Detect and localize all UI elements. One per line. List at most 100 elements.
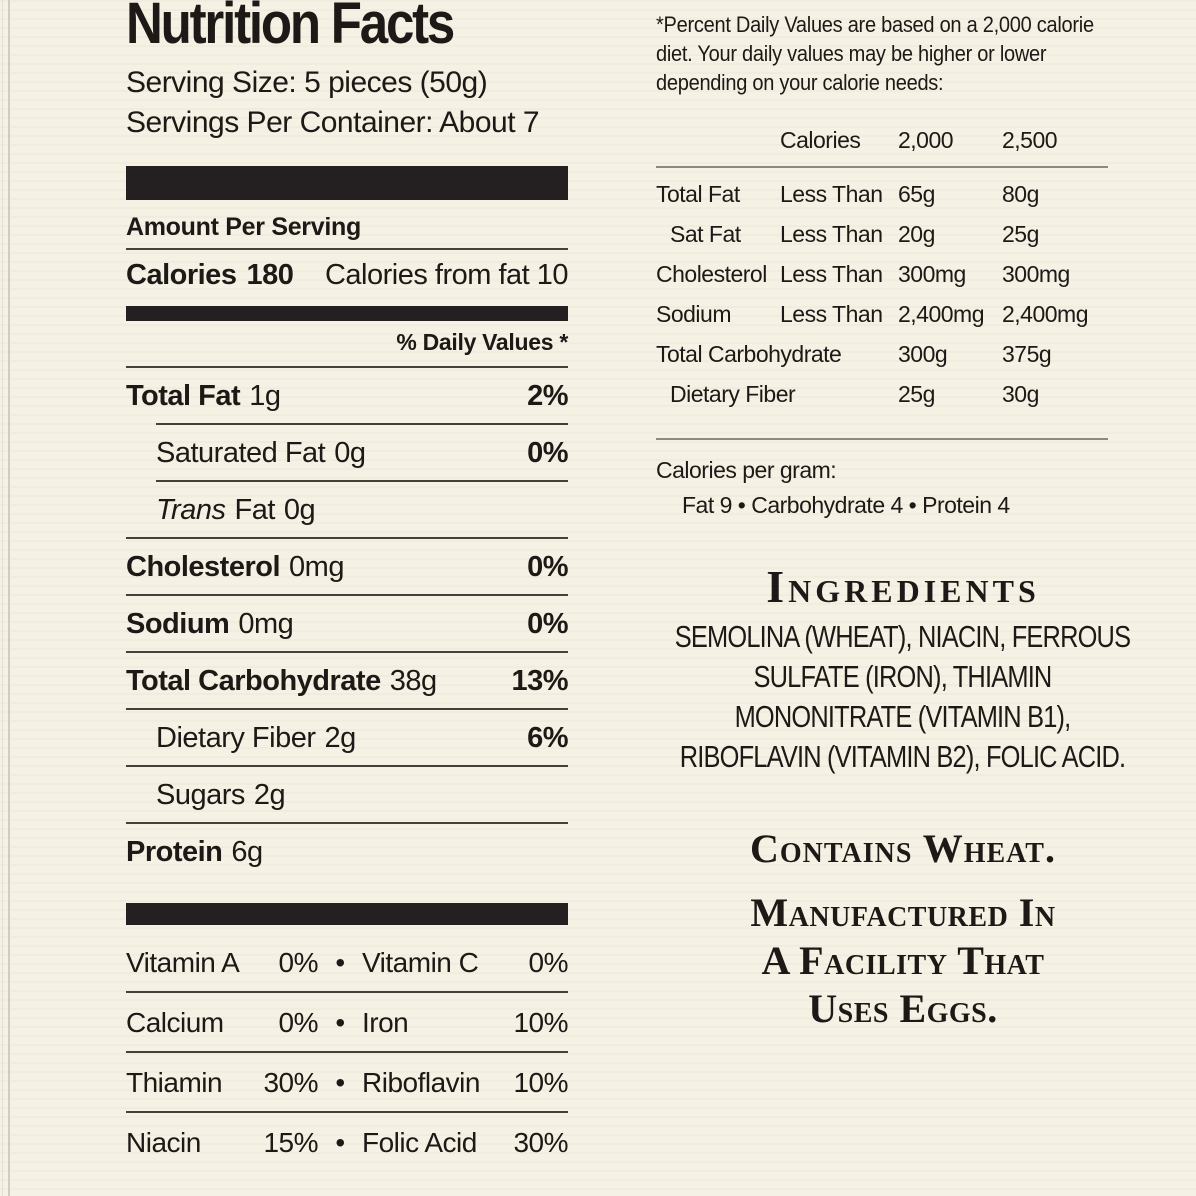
nutrition-facts-panel: Nutrition Facts Serving Size: 5 pieces (… (126, 0, 569, 1171)
nutrient-amount: 38g (389, 665, 437, 697)
calories-label: Calories 180 (126, 258, 294, 292)
dv-row-name: Total Fat (656, 181, 740, 207)
nutrient-name: Total Carbohydrate (126, 665, 381, 697)
dv-row-2000: 300mg (898, 261, 966, 287)
vitamin-right: Vitamin C 0% (362, 947, 569, 979)
calories-from-fat: Calories from fat 10 (324, 259, 569, 291)
facility-statement: Manufactured In A Facility That Uses Egg… (677, 889, 1129, 1033)
vitamin-row-4: Niacin 15% • Folic Acid 30% (126, 1113, 568, 1171)
nutrient-name: Cholesterol (126, 551, 281, 583)
contains-statement: Contains Wheat. (750, 826, 1056, 871)
vitamin-right: Riboflavin 10% (362, 1067, 568, 1099)
daily-values-footnote: *Percent Daily Values are based on a 2,0… (656, 12, 1094, 95)
nutrient-name: Protein (126, 836, 223, 868)
dv-row-name: Sodium (656, 301, 731, 327)
dv-row-qualifier: Less Than (780, 181, 883, 207)
vitamin-name: Thiamin (126, 1067, 223, 1098)
dv-row-name: Dietary Fiber (670, 381, 796, 407)
nutrient-amount: 0g (334, 437, 366, 469)
dv-row-2000: 65g (898, 181, 935, 207)
vitamin-name: Calcium (126, 1007, 224, 1038)
nutrient-name: Sugars (156, 779, 245, 811)
dv-row-qualifier: Less Than (780, 301, 883, 327)
dv-row-qualifier: Less Than (780, 261, 883, 287)
vitamin-value: 30% (513, 1127, 568, 1158)
dv-row-2000: 25g (898, 381, 935, 407)
nutrient-name-rest: Fat (234, 494, 275, 526)
nutrient-name: Trans (156, 493, 226, 527)
nutrient-dv: 0% (527, 437, 568, 469)
nutrient-row-saturated-fat: Saturated Fat 0g 0% (126, 425, 568, 480)
dv-header-calories: Calories (780, 127, 861, 153)
dv-row-2500: 2,400mg (1002, 301, 1089, 327)
divider-bar-thick (126, 166, 568, 200)
divider (126, 1111, 568, 1113)
vitamin-value: 0% (278, 1007, 319, 1038)
dv-row-name: Total Carbohydrate (656, 341, 842, 367)
dv-row-2500: 30g (1002, 381, 1039, 407)
divider (656, 438, 1108, 440)
divider-bar-thick (126, 903, 568, 925)
nutrient-row-sugars: Sugars 2g (126, 767, 568, 822)
bullet-icon: • (335, 1007, 345, 1038)
divider (156, 480, 568, 482)
dv-row-2000: 20g (898, 221, 935, 247)
vitamin-row-2: Calcium 0% • Iron 10% (126, 993, 568, 1051)
divider (126, 594, 568, 596)
vitamin-row-3: Thiamin 30% • Riboflavin 10% (126, 1053, 568, 1111)
vitamin-name: Riboflavin (362, 1067, 480, 1098)
facility-line: Uses Eggs. (808, 986, 998, 1031)
dv-row-2500: 375g (1002, 341, 1052, 367)
nutrient-row-protein: Protein 6g (126, 824, 568, 879)
nutrient-name: Sodium (126, 608, 230, 640)
vitamin-left: Niacin 15% (126, 1127, 318, 1159)
vitamin-value: 0% (278, 947, 319, 978)
left-edge-line-dark (8, 0, 10, 1196)
vitamin-name: Iron (362, 1007, 409, 1038)
bullet-icon: • (335, 1067, 345, 1098)
nutrient-dv: 0% (527, 551, 568, 583)
dv-row-2500: 80g (1002, 181, 1039, 207)
divider-bar-medium (126, 306, 568, 321)
calories-value: 180 (246, 259, 294, 291)
nutrient-amount: 1g (249, 380, 281, 412)
dv-header-spacer (656, 127, 780, 154)
dv-table-body: Total Fat Less Than 65g 80g Sat Fat Less… (656, 174, 1108, 414)
vitamin-name: Vitamin A (126, 947, 240, 978)
nutrient-row-total-carbohydrate: Total Carbohydrate 38g 13% (126, 653, 568, 708)
nutrient-row-dietary-fiber: Dietary Fiber 2g 6% (126, 710, 568, 765)
vitamin-right: Folic Acid 30% (362, 1127, 568, 1159)
calories-per-gram-heading: Calories per gram: (656, 457, 837, 483)
vitamin-name: Folic Acid (362, 1127, 477, 1158)
vitamin-left: Thiamin 30% (126, 1067, 318, 1099)
ingredients-text: SEMOLINA (WHEAT), NIACIN, FERROUS SULFAT… (674, 619, 1131, 774)
divider (126, 651, 568, 653)
nutrient-name: Dietary Fiber (156, 722, 316, 754)
serving-size: Serving Size: 5 pieces (50g) (126, 66, 488, 99)
divider (156, 423, 568, 425)
nutrient-amount: 0g (283, 494, 316, 526)
nutrient-row-trans-fat: Trans Fat 0g (126, 482, 568, 537)
nutrient-amount: 6g (231, 836, 263, 868)
calories-row: Calories 180 Calories from fat 10 (126, 250, 569, 306)
nutrient-amount: 0mg (238, 608, 294, 640)
divider (126, 537, 568, 539)
vitamin-value: 15% (263, 1127, 318, 1158)
daily-values-header: % Daily Values * (126, 321, 568, 368)
amount-per-serving-heading: Amount Per Serving (126, 212, 568, 250)
vitamin-row-1: Vitamin A 0% • Vitamin C 0% (126, 933, 569, 991)
trans-italic: Trans (156, 494, 226, 526)
right-panel: *Percent Daily Values are based on a 2,0… (656, 0, 1131, 1033)
calories-per-gram-values: Fat 9 • Carbohydrate 4 • Protein 4 (682, 492, 1010, 518)
nutrient-name: Saturated Fat (156, 437, 326, 469)
dv-row-name: Sat Fat (670, 221, 741, 247)
vitamin-value: 10% (513, 1067, 568, 1098)
nutrient-dv: 2% (527, 380, 568, 412)
nutrient-name: Total Fat (126, 380, 241, 412)
divider (126, 822, 568, 824)
nutrient-dv: 6% (527, 722, 568, 754)
dv-row-qualifier: Less Than (780, 221, 883, 247)
dv-table-header: Calories 2,000 2,500 (656, 127, 1108, 168)
divider (126, 765, 568, 767)
